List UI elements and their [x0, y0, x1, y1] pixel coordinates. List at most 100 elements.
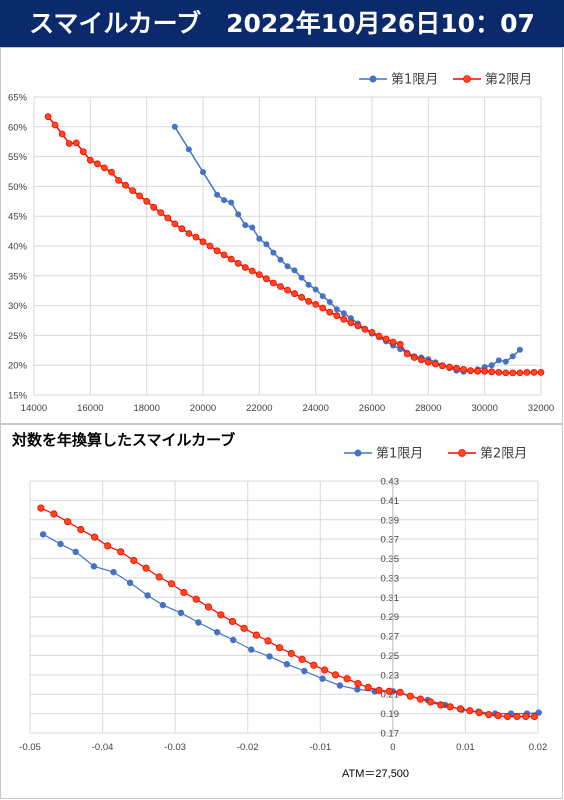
series-2-point: [485, 710, 493, 719]
series-1-point: [256, 235, 263, 242]
series-2-point: [516, 369, 524, 377]
series-2-point: [77, 525, 85, 534]
series-2-point: [234, 259, 242, 267]
series-2-point: [157, 209, 165, 217]
y-tick-label: 55%: [8, 152, 28, 163]
page-title: スマイルカーブ 2022年10月26日10：07: [0, 0, 564, 47]
series-2-point: [284, 286, 291, 294]
series-2-point: [192, 233, 200, 241]
series-1-point: [110, 568, 117, 576]
series-2-point: [199, 238, 207, 246]
y-tick-label: 0.35: [381, 554, 400, 565]
series-2-point: [310, 661, 318, 669]
x-tick-label: -0.01: [309, 742, 331, 753]
series-1-point: [319, 675, 326, 682]
series-2-point: [86, 156, 94, 164]
series-1-point: [488, 362, 495, 369]
y-tick-label: 45%: [8, 212, 28, 223]
series-2-point: [79, 148, 87, 156]
series-1-point: [347, 315, 354, 322]
series-2-point: [333, 312, 341, 320]
series-2-point: [142, 564, 150, 572]
series-2-point: [220, 251, 228, 259]
series-2-point: [275, 644, 284, 652]
series-2-point: [277, 283, 284, 290]
series-2-point: [108, 168, 115, 176]
x-tick-label: 20000: [190, 403, 216, 414]
series-2-point: [389, 338, 397, 346]
series-2-point: [523, 368, 531, 376]
series-1-point: [230, 636, 237, 644]
y-tick-label: 40%: [8, 242, 28, 253]
y-tick-label: 0.39: [381, 515, 400, 526]
series-1-point: [248, 646, 255, 653]
series-2-point: [446, 703, 454, 711]
series-1-point: [270, 249, 277, 256]
legend-label-1: 第1限月: [376, 447, 423, 462]
series-2-point: [331, 671, 340, 679]
series-1-point: [214, 629, 221, 636]
x-tick-label: -0.04: [92, 742, 114, 753]
series-1-point: [57, 540, 64, 548]
series-1-point: [200, 169, 206, 176]
series-2-point: [64, 518, 72, 526]
series-2-point: [287, 649, 295, 658]
series-1-point: [263, 241, 270, 248]
series-2-point: [403, 350, 411, 358]
y-tick-label: 0.23: [381, 670, 400, 681]
x-tick-label: 24000: [302, 403, 328, 414]
series-2-point: [424, 358, 432, 366]
y-tick-label: 0.17: [381, 729, 400, 740]
series-2-point: [305, 297, 313, 305]
series-2-point: [416, 695, 424, 703]
series-2-point: [431, 360, 439, 368]
y-tick-label: 30%: [8, 301, 28, 312]
series-2-point: [180, 588, 188, 597]
series-1-point: [495, 357, 502, 364]
atm-annotation: ATM＝27,500: [342, 768, 409, 780]
series-2-point: [354, 680, 362, 688]
x-tick-label: 30000: [471, 403, 497, 414]
y-tick-label: 0.43: [381, 477, 400, 488]
y-tick-label: 0.37: [381, 535, 400, 546]
series-2-point: [178, 225, 186, 233]
series-1-point: [516, 346, 523, 353]
x-tick-label: 16000: [77, 403, 103, 414]
series-2-point: [171, 220, 179, 228]
legend-label-1: 第1限月: [391, 73, 438, 88]
series-line-2: [47, 116, 541, 374]
series-2-point: [375, 686, 383, 694]
series-1-point: [242, 222, 249, 229]
y-tick-label: 50%: [8, 182, 28, 193]
y-tick-label: 20%: [8, 361, 28, 372]
series-2-point: [326, 308, 334, 316]
series-2-point: [227, 255, 235, 263]
series-2-point: [466, 707, 474, 715]
series-1-point: [159, 601, 166, 609]
series-2-point: [368, 328, 376, 336]
series-2-point: [530, 712, 539, 721]
series-2-point: [101, 164, 108, 172]
series-2-point: [361, 325, 369, 333]
y-tick-label: 0.33: [381, 573, 400, 584]
x-tick-label: 32000: [528, 403, 554, 414]
series-1-point: [336, 682, 344, 689]
series-2-point: [252, 631, 260, 639]
series-2-point: [502, 369, 510, 377]
series-1-point: [171, 123, 178, 130]
series-2-point: [437, 701, 445, 709]
x-tick-label: 22000: [246, 403, 272, 414]
series-1-point: [354, 686, 361, 693]
series-2-point: [291, 290, 298, 298]
series-2-point: [117, 548, 125, 556]
series-2-point: [298, 293, 306, 301]
series-2-point: [481, 367, 489, 375]
series-2-point: [262, 275, 270, 283]
x-tick-label: 0.02: [529, 742, 548, 753]
series-2-point: [65, 140, 73, 147]
series-1-point: [277, 256, 284, 263]
series-2-point: [474, 367, 482, 375]
x-tick-label: 28000: [415, 403, 441, 414]
x-tick-label: -0.05: [19, 742, 41, 753]
series-2-point: [475, 708, 483, 717]
